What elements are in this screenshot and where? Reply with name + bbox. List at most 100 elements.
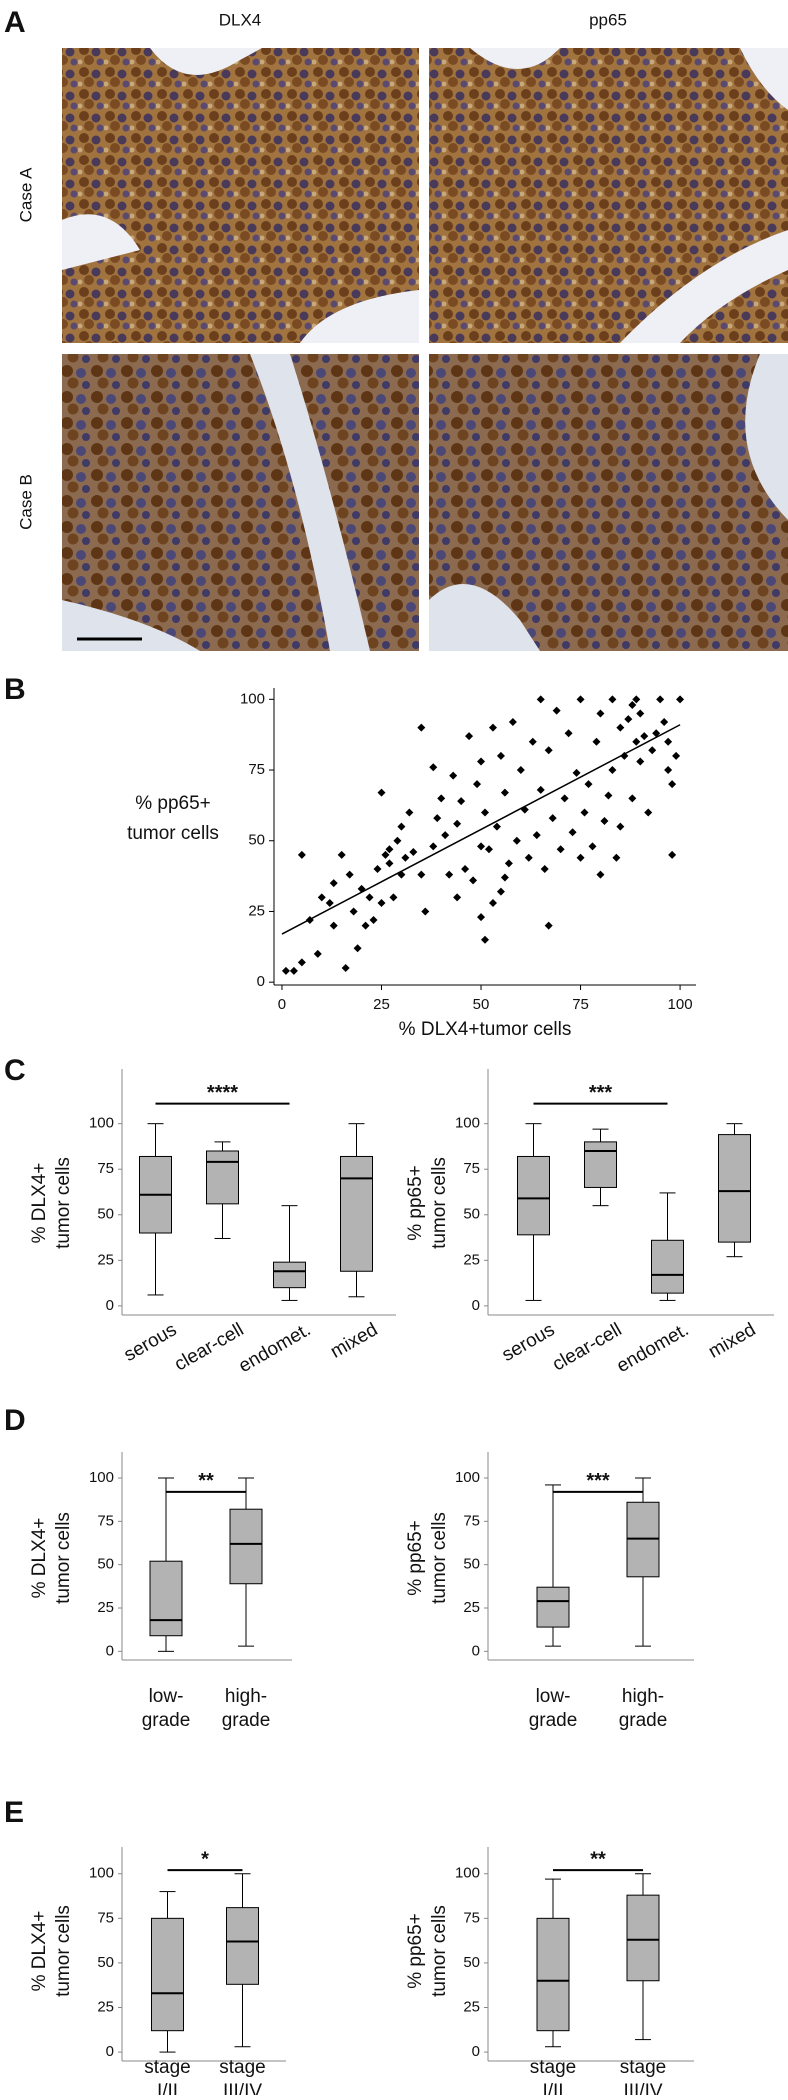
point: [401, 853, 410, 862]
point: [453, 893, 462, 902]
y-tick-label: 25: [97, 1998, 114, 2015]
y-tick-label: 75: [97, 1909, 114, 1926]
point: [377, 898, 386, 907]
point: [608, 766, 617, 775]
point: [429, 842, 438, 851]
x-tick-label: mixed: [327, 1319, 381, 1363]
y-tick-label: 100: [89, 1469, 114, 1486]
point: [556, 845, 565, 854]
y-tick-label: 100: [455, 1469, 480, 1486]
point: [516, 766, 525, 775]
point: [281, 966, 290, 975]
point: [496, 887, 505, 896]
y-axis-title: % DLX4+: [29, 1163, 50, 1244]
point: [652, 729, 661, 738]
y-tick-label: 50: [97, 1954, 114, 1971]
point: [445, 870, 454, 879]
point: [313, 949, 322, 958]
y-tick-label: 100: [89, 1865, 114, 1882]
point: [612, 853, 621, 862]
stroma: [62, 48, 419, 343]
point: [588, 842, 597, 851]
point: [576, 853, 585, 862]
panel-label: D: [4, 1404, 26, 1437]
x-tick-label: clear-cell: [549, 1319, 625, 1375]
point: [636, 757, 645, 766]
y-tick-label: 25: [248, 902, 265, 919]
x-tick-label: high-grade: [619, 1686, 668, 1731]
micrograph: [62, 354, 419, 651]
point: [560, 794, 569, 803]
y-tick-label: 0: [472, 1297, 480, 1314]
point: [616, 723, 625, 732]
point: [481, 808, 489, 817]
point: [329, 879, 338, 888]
point: [576, 695, 585, 704]
point: [620, 751, 629, 760]
point: [484, 845, 493, 854]
point: [325, 898, 334, 907]
point: [417, 870, 426, 879]
y-tick-label: 50: [463, 1556, 480, 1573]
micrograph: [62, 48, 419, 343]
point: [405, 808, 414, 817]
point: [616, 822, 625, 831]
point: [552, 706, 561, 715]
y-tick-label: 75: [97, 1160, 114, 1177]
x-tick-label: mixed: [705, 1319, 759, 1363]
point: [608, 695, 617, 704]
stroma: [62, 354, 370, 651]
point: [504, 859, 513, 868]
x-tick-label: 50: [473, 996, 490, 1013]
point: [337, 850, 346, 859]
point: [644, 808, 653, 817]
y-axis-title: % pp65+: [405, 1520, 426, 1596]
x-tick-label: stage I/II: [530, 2057, 576, 2095]
x-tick-label: low-grade: [529, 1686, 578, 1731]
box: [149, 1560, 183, 1637]
y-tick-label: 75: [463, 1160, 480, 1177]
x-tick-label: high-grade: [222, 1686, 271, 1731]
point: [632, 695, 641, 704]
point: [365, 893, 374, 902]
x-tick-label: 0: [278, 996, 286, 1013]
y-tick-label: 0: [106, 2043, 114, 2060]
x-tick-label: endomet.: [613, 1319, 692, 1377]
panel-label: A: [4, 6, 26, 39]
point: [329, 921, 338, 930]
point: [664, 766, 673, 775]
significance-label: ***: [589, 1082, 613, 1104]
stroma: [470, 48, 788, 343]
point: [488, 898, 497, 907]
box: [340, 1155, 373, 1272]
panel-a: DLX4 pp65 Case A Case B: [16, 10, 788, 651]
box: [584, 1141, 617, 1188]
y-tick-label: 50: [97, 1206, 114, 1223]
point: [437, 794, 446, 803]
box: [651, 1239, 684, 1294]
point: [349, 907, 358, 916]
point: [672, 751, 681, 760]
point: [512, 836, 521, 845]
point: [409, 848, 418, 857]
box: [151, 1917, 184, 2032]
significance-label: **: [590, 1848, 606, 1870]
x-tick-label: endomet.: [235, 1319, 314, 1377]
point: [297, 958, 306, 967]
point: [500, 873, 509, 882]
point: [600, 816, 609, 825]
point: [564, 729, 573, 738]
y-tick-label: 25: [97, 1251, 114, 1268]
y-axis-title: % pp65+: [405, 1913, 426, 1989]
point: [508, 717, 517, 726]
point: [568, 828, 577, 837]
point: [572, 768, 581, 777]
point: [584, 780, 593, 789]
x-tick-label: 75: [572, 996, 589, 1013]
box: [536, 1917, 570, 2032]
point: [632, 737, 641, 746]
point: [473, 780, 482, 789]
point: [488, 723, 497, 732]
point: [528, 737, 537, 746]
